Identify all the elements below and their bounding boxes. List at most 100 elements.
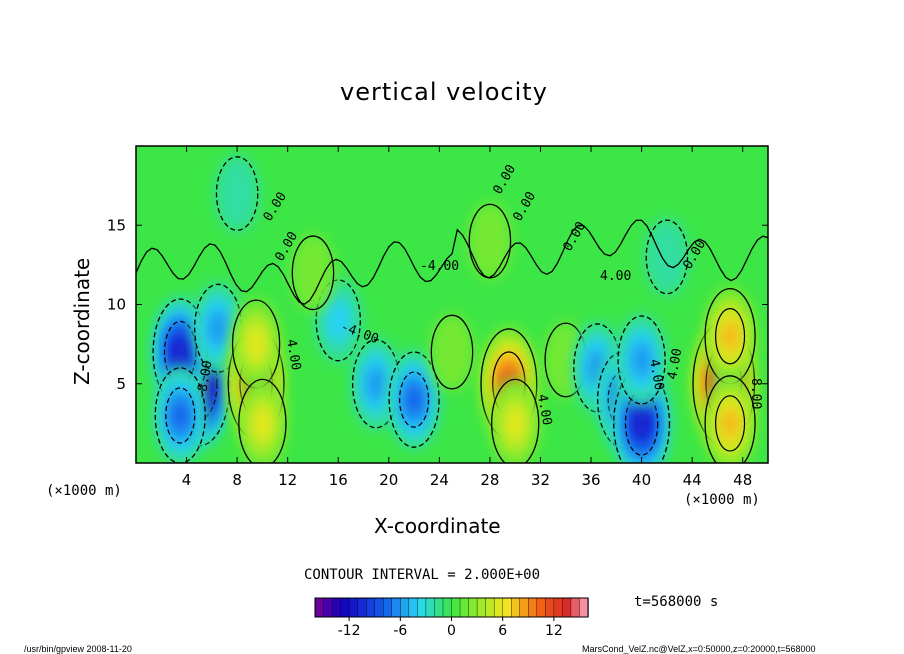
contour-line — [238, 378, 287, 463]
colorbar-cell — [400, 597, 410, 618]
colorbar-cell — [570, 597, 581, 618]
field-cell — [468, 202, 512, 280]
field-cell — [291, 234, 335, 312]
field-cell — [325, 296, 352, 345]
field-cell — [722, 321, 739, 352]
colorbar-cell — [365, 597, 376, 618]
field-cell — [631, 341, 652, 379]
contour-line — [613, 367, 671, 463]
colorbar-cell — [579, 597, 589, 618]
field-cell — [208, 310, 228, 347]
field-cell — [246, 325, 266, 363]
colorbar-tick-label: -12 — [338, 623, 361, 639]
contour-label: 8.00 — [748, 378, 763, 409]
colorbar: -12 -6 0 6 12 — [314, 597, 589, 639]
contour-line — [315, 279, 361, 362]
field-cell — [722, 408, 739, 439]
colorbar-cell — [459, 597, 470, 618]
y-tick-label: 5 — [116, 375, 126, 393]
footer-left: /usr/bin/gpview 2008-11-20 — [24, 644, 132, 654]
colorbar-cell — [511, 597, 521, 618]
colorbar-cell — [545, 597, 555, 618]
contour-line — [388, 351, 440, 448]
colorbar-cell — [468, 597, 478, 618]
x-tick-label: 24 — [430, 471, 449, 489]
x-tick-label: 12 — [278, 471, 297, 489]
contour-line — [154, 367, 206, 463]
zero-contour — [136, 219, 768, 305]
contour-label: 4.00 — [283, 338, 303, 371]
contour-line — [399, 371, 430, 428]
time-label: t=568000 s — [634, 594, 719, 610]
colorbar-cell — [357, 597, 367, 618]
colorbar-cell — [314, 597, 325, 618]
contour-line — [163, 320, 197, 384]
contour-line — [704, 375, 756, 463]
x-tick-label: 40 — [632, 471, 651, 489]
colorbar-tick-label: 0 — [447, 623, 456, 639]
field-cell — [430, 313, 474, 391]
contour-line — [715, 395, 746, 452]
colorbar-cell — [340, 597, 350, 618]
colorbar-cell — [536, 597, 547, 618]
colorbar-cell — [562, 597, 572, 618]
x-tick-label: 48 — [733, 471, 752, 489]
colorbar-cell — [442, 597, 453, 618]
colorbar-cell — [391, 597, 402, 618]
x-tick-label: 44 — [683, 471, 702, 489]
field-cell — [252, 405, 273, 442]
contour-label: 4.00 — [646, 358, 666, 391]
field-cell — [366, 365, 386, 402]
contour-line — [430, 314, 474, 390]
contour-label: -4.00 — [420, 259, 459, 274]
contour-label: 4.00 — [534, 393, 554, 426]
chart-title: vertical velocity — [340, 78, 548, 106]
field-cell — [215, 154, 259, 233]
x-tick-label: 8 — [232, 471, 242, 489]
colorbar-cell — [425, 597, 436, 618]
x-unit-label: (×1000 m) — [684, 492, 760, 508]
colorbar-tick-label: -6 — [393, 623, 407, 639]
contour-line — [291, 235, 335, 311]
contour-line — [617, 315, 666, 405]
colorbar-tick-label: 12 — [545, 623, 563, 639]
field-cell — [505, 405, 525, 442]
contour-line — [715, 308, 746, 365]
colorbar-cell — [528, 597, 538, 618]
field-cell — [406, 384, 423, 415]
colorbar-cell — [476, 597, 487, 618]
field-cell — [172, 400, 189, 431]
contour-label: 4.00 — [600, 269, 631, 284]
colorbar-cell — [519, 597, 529, 618]
colorbar-cell — [502, 597, 512, 618]
x-tick-label: 16 — [329, 471, 348, 489]
contour-line — [491, 378, 540, 463]
contour-label: 4.00 — [665, 347, 685, 380]
footer-right: MarsCond_VelZ.nc@VelZ,x=0:50000,z=0:2000… — [582, 644, 816, 654]
contour-interval-label: CONTOUR INTERVAL = 2.000E+00 — [304, 567, 541, 583]
colorbar-cell — [323, 597, 333, 618]
field-cell — [645, 218, 689, 296]
colorbar-cell — [374, 597, 384, 618]
colorbar-cell — [348, 597, 359, 618]
colorbar-cell — [383, 597, 393, 618]
x-tick-label: 32 — [531, 471, 550, 489]
contour-label: -8.00 — [194, 360, 216, 401]
contour-line — [645, 219, 689, 295]
field-layer — [136, 154, 768, 463]
contour-line — [215, 156, 259, 231]
colorbar-cell — [331, 597, 342, 618]
x-tick-label: 4 — [182, 471, 192, 489]
colorbar-cell — [451, 597, 461, 618]
x-tick-label: 36 — [581, 471, 600, 489]
colorbar-cell — [417, 597, 427, 618]
x-axis-label: X-coordinate — [374, 514, 501, 538]
x-tick-label: 20 — [379, 471, 398, 489]
colorbar-cell — [553, 597, 564, 618]
x-tick-label: 28 — [480, 471, 499, 489]
field-cell — [635, 411, 648, 436]
y-tick-label: 15 — [107, 216, 126, 234]
colorbar-cell — [434, 597, 444, 618]
